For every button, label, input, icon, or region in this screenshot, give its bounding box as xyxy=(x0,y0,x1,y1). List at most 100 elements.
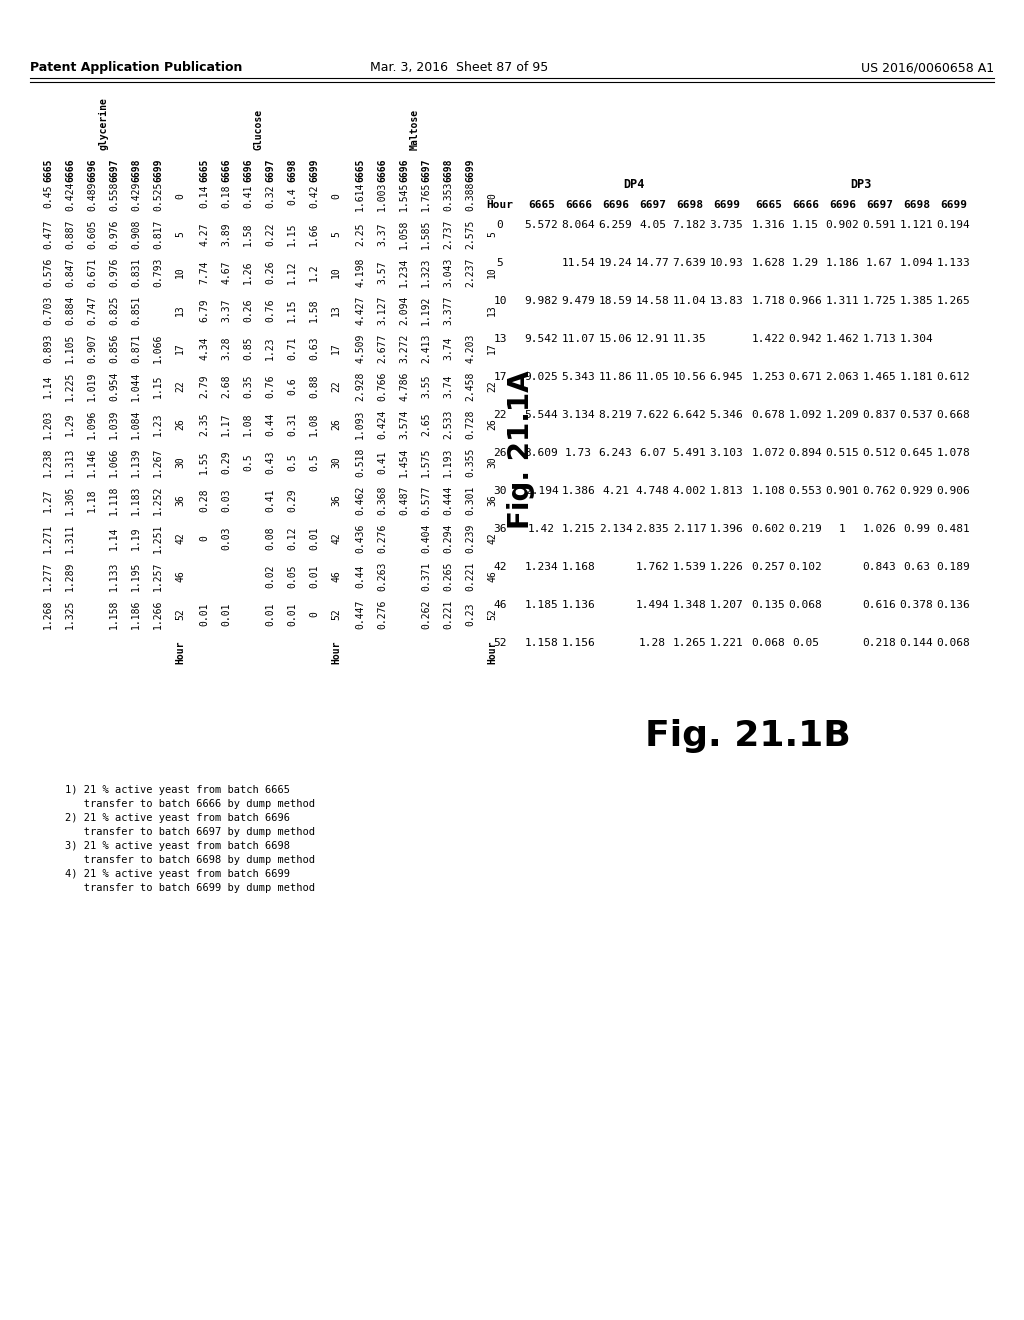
Text: 0.671: 0.671 xyxy=(87,257,97,286)
Text: 1.058: 1.058 xyxy=(399,219,409,248)
Text: 0.44: 0.44 xyxy=(355,564,365,587)
Text: 6698: 6698 xyxy=(131,158,141,182)
Text: 10: 10 xyxy=(331,267,341,279)
Text: 6699: 6699 xyxy=(309,158,319,182)
Text: 6697: 6697 xyxy=(265,158,275,182)
Text: 0.26: 0.26 xyxy=(243,298,253,322)
Text: 0.793: 0.793 xyxy=(153,257,163,286)
Text: 5: 5 xyxy=(331,231,341,236)
Text: 0.518: 0.518 xyxy=(355,447,365,477)
Text: 1.195: 1.195 xyxy=(131,561,141,590)
Text: 1.762: 1.762 xyxy=(636,562,670,572)
Text: 4) 21 % active yeast from batch 6699: 4) 21 % active yeast from batch 6699 xyxy=(65,869,290,879)
Text: 0.481: 0.481 xyxy=(937,524,971,535)
Text: 0.444: 0.444 xyxy=(443,486,453,515)
Text: 0.068: 0.068 xyxy=(937,638,971,648)
Text: 3.74: 3.74 xyxy=(443,375,453,397)
Text: 0.908: 0.908 xyxy=(131,219,141,248)
Text: 0.825: 0.825 xyxy=(109,296,119,325)
Text: 1.268: 1.268 xyxy=(43,599,53,628)
Text: 1.325: 1.325 xyxy=(65,599,75,628)
Text: 6666: 6666 xyxy=(377,158,387,182)
Text: 2.68: 2.68 xyxy=(221,375,231,397)
Text: 2.117: 2.117 xyxy=(673,524,707,535)
Text: 22: 22 xyxy=(487,380,497,392)
Text: 42: 42 xyxy=(331,532,341,544)
Text: 1.251: 1.251 xyxy=(153,523,163,553)
Text: 1.192: 1.192 xyxy=(421,296,431,325)
Text: 1.422: 1.422 xyxy=(752,334,785,345)
Text: 7.622: 7.622 xyxy=(636,411,670,420)
Text: transfer to batch 6666 by dump method: transfer to batch 6666 by dump method xyxy=(65,799,315,809)
Text: 14.77: 14.77 xyxy=(636,257,670,268)
Text: 17: 17 xyxy=(494,372,507,381)
Text: 2.575: 2.575 xyxy=(465,219,475,248)
Text: 0.902: 0.902 xyxy=(825,220,859,230)
Text: 14.58: 14.58 xyxy=(636,296,670,306)
Text: 0.265: 0.265 xyxy=(443,561,453,590)
Text: 0.99: 0.99 xyxy=(903,524,930,535)
Text: Maltose: Maltose xyxy=(410,108,420,150)
Text: 1.539: 1.539 xyxy=(673,562,707,572)
Text: Mar. 3, 2016  Sheet 87 of 95: Mar. 3, 2016 Sheet 87 of 95 xyxy=(370,62,548,74)
Text: 0.135: 0.135 xyxy=(752,601,785,610)
Text: 1.203: 1.203 xyxy=(43,409,53,438)
Text: 3.127: 3.127 xyxy=(377,296,387,325)
Text: 1.323: 1.323 xyxy=(421,257,431,286)
Text: 6665: 6665 xyxy=(355,158,365,182)
Text: 0.263: 0.263 xyxy=(377,561,387,590)
Text: 0.102: 0.102 xyxy=(788,562,822,572)
Text: 6697: 6697 xyxy=(421,158,431,182)
Text: 0.301: 0.301 xyxy=(465,486,475,515)
Text: 6696: 6696 xyxy=(399,158,409,182)
Text: 0.671: 0.671 xyxy=(788,372,822,381)
Text: 0.703: 0.703 xyxy=(43,296,53,325)
Text: 26: 26 xyxy=(175,418,185,430)
Text: 3.134: 3.134 xyxy=(561,411,595,420)
Text: Patent Application Publication: Patent Application Publication xyxy=(30,62,243,74)
Text: 4.203: 4.203 xyxy=(465,334,475,363)
Text: 4.05: 4.05 xyxy=(639,220,666,230)
Text: 4.67: 4.67 xyxy=(221,260,231,284)
Text: 0: 0 xyxy=(331,193,341,199)
Text: 0.477: 0.477 xyxy=(43,219,53,248)
Text: 0.41: 0.41 xyxy=(377,450,387,474)
Text: 3.74: 3.74 xyxy=(443,337,453,360)
Text: 36: 36 xyxy=(175,494,185,506)
Text: 1.146: 1.146 xyxy=(87,447,97,477)
Text: 0.512: 0.512 xyxy=(862,447,896,458)
Text: 6696: 6696 xyxy=(243,158,253,182)
Text: 6698: 6698 xyxy=(287,158,297,182)
Text: 11.54: 11.54 xyxy=(561,257,595,268)
Text: 3.37: 3.37 xyxy=(221,298,231,322)
Text: 9.982: 9.982 xyxy=(524,296,558,306)
Text: 1.252: 1.252 xyxy=(153,486,163,515)
Text: 1.078: 1.078 xyxy=(937,447,971,458)
Text: 0.668: 0.668 xyxy=(937,411,971,420)
Text: 1.311: 1.311 xyxy=(825,296,859,306)
Text: 1.813: 1.813 xyxy=(710,486,743,496)
Text: 3.272: 3.272 xyxy=(399,334,409,363)
Text: 15.06: 15.06 xyxy=(599,334,633,345)
Text: 17: 17 xyxy=(487,342,497,354)
Text: 5: 5 xyxy=(175,231,185,236)
Text: 1.238: 1.238 xyxy=(43,447,53,477)
Text: 0.353: 0.353 xyxy=(443,181,453,211)
Text: glycerine: glycerine xyxy=(98,98,108,150)
Text: 1.454: 1.454 xyxy=(399,447,409,477)
Text: 1.092: 1.092 xyxy=(788,411,822,420)
Text: 1.026: 1.026 xyxy=(862,524,896,535)
Text: 0.76: 0.76 xyxy=(265,375,275,397)
Text: 0.08: 0.08 xyxy=(265,527,275,549)
Text: 0: 0 xyxy=(487,193,497,199)
Text: 11.05: 11.05 xyxy=(636,372,670,381)
Text: 1.183: 1.183 xyxy=(131,486,141,515)
Text: 30: 30 xyxy=(494,486,507,496)
Text: 0.747: 0.747 xyxy=(87,296,97,325)
Text: 1.614: 1.614 xyxy=(355,181,365,211)
Text: 6666: 6666 xyxy=(221,158,231,182)
Text: 6665: 6665 xyxy=(199,158,209,182)
Text: 0.01: 0.01 xyxy=(309,527,319,549)
Text: Fig. 21.1B: Fig. 21.1B xyxy=(645,719,850,752)
Text: 6696: 6696 xyxy=(602,201,629,210)
